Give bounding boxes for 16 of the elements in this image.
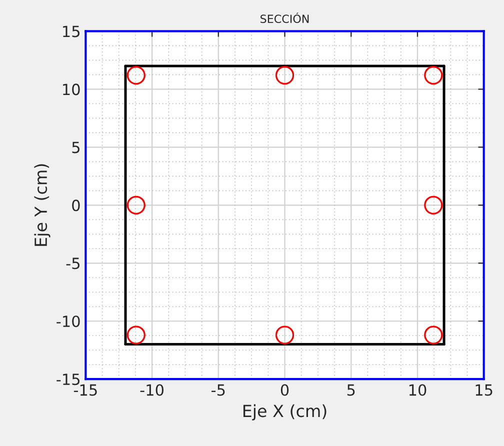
x-tick-label: 5 (347, 384, 355, 396)
x-tick-label: 10 (409, 384, 426, 396)
y-axis-title: Eje Y (cm) (34, 164, 50, 246)
y-tick-label: 10 (63, 84, 80, 96)
y-tick-label: -15 (56, 374, 80, 386)
chart-title: SECCIÓN (260, 12, 309, 24)
x-tick-label: -5 (212, 384, 225, 396)
y-tick-label: -5 (66, 258, 80, 270)
y-tick-label: 15 (63, 26, 80, 38)
y-tick-label: 0 (72, 200, 80, 212)
x-tick-label: -10 (140, 384, 164, 396)
x-axis-title: Eje X (cm) (243, 404, 326, 420)
y-tick-label: -10 (56, 316, 80, 328)
x-tick-label: 15 (476, 384, 492, 396)
x-tick-label: 0 (280, 384, 289, 396)
y-tick-label: 5 (72, 142, 80, 154)
